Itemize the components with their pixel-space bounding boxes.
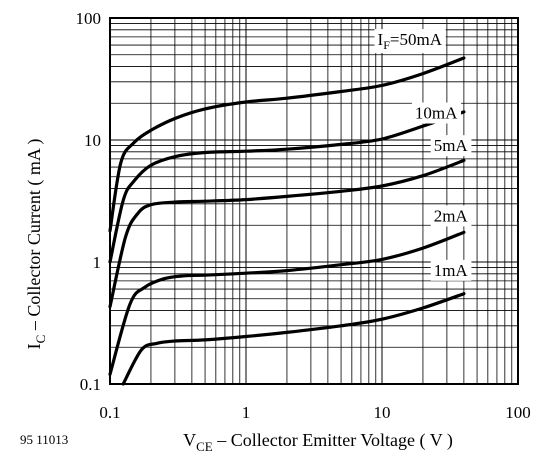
curve-label-2mA: 2mA (434, 206, 469, 225)
x-tick-label: 0.1 (99, 403, 120, 422)
series-line-5mA (108, 158, 466, 309)
x-axis-label: VCE – Collector Emitter Voltage ( V ) (183, 430, 453, 454)
curve-label-10mA: 10mA (415, 104, 458, 123)
x-tick-label: 1 (242, 403, 251, 422)
curve-label-5mA: 5mA (434, 136, 469, 155)
curve-label-1mA: 1mA (434, 261, 469, 280)
curve-label-bg (430, 135, 472, 157)
curve-label-bg (411, 102, 462, 124)
x-tick-label: 10 (374, 403, 391, 422)
tick-labels: 0.1 1 10 100 0.1 1 10 100 (76, 9, 531, 422)
series-line-I_F=50mA (108, 56, 466, 233)
curve-label-I_F=50mA: IF=50mA (378, 30, 443, 52)
curve-labels: IF=50mA 10mA 5mA 2mA 1mA (374, 29, 472, 281)
figure-number: 95 11013 (20, 432, 68, 447)
curves (108, 56, 466, 386)
curve-label-bg (430, 259, 472, 281)
y-tick-label: 1 (93, 253, 102, 272)
curve-label-bg (430, 205, 472, 227)
y-tick-label: 10 (84, 131, 101, 150)
series-line-2mA (108, 230, 466, 376)
y-axis-label: IC – Collector Current ( mA ) (24, 139, 48, 350)
plot-frame (109, 17, 519, 385)
y-tick-label: 0.1 (80, 375, 101, 394)
curve-label-bg (374, 29, 446, 54)
x-tick-label: 100 (505, 403, 531, 422)
series-line-1mA (121, 292, 466, 386)
y-tick-label: 100 (76, 9, 102, 28)
series-line-10mA (108, 110, 466, 264)
